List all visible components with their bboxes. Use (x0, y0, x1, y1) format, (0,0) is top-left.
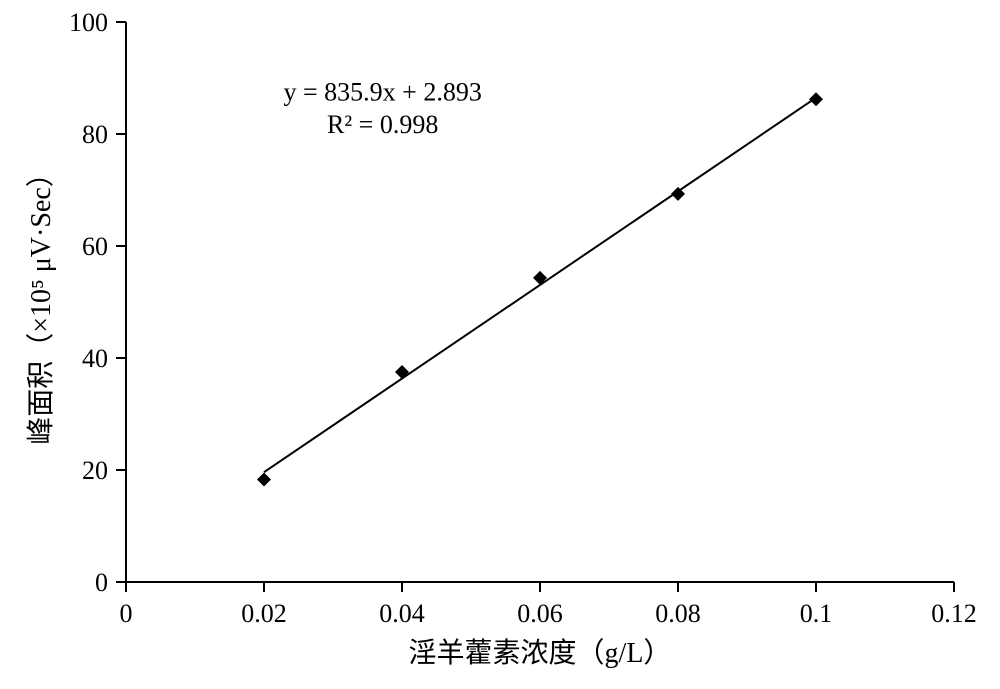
x-tick-label: 0.08 (655, 599, 701, 628)
x-tick-label: 0.1 (800, 599, 833, 628)
y-tick-label: 100 (69, 8, 108, 37)
x-tick-label: 0.06 (517, 599, 563, 628)
x-tick-label: 0.02 (241, 599, 287, 628)
x-tick-label: 0 (120, 599, 133, 628)
calibration-chart: 0 0.02 0.04 0.06 0.08 0.1 0.12 0 20 40 60 80 100 淫羊藿素… (0, 0, 1000, 689)
equation-annotation: y = 835.9x + 2.893 (284, 77, 482, 106)
y-tick-label: 80 (82, 120, 108, 149)
r2-annotation: R² = 0.998 (327, 110, 438, 139)
y-tick-label: 60 (82, 232, 108, 261)
y-tick-label: 0 (95, 568, 108, 597)
chart-background (0, 0, 1000, 689)
x-tick-label: 0.12 (931, 599, 977, 628)
y-tick-label: 40 (82, 344, 108, 373)
x-axis-title: 淫羊藿素浓度（g/L） (409, 637, 672, 669)
chart-svg: 0 0.02 0.04 0.06 0.08 0.1 0.12 0 20 40 60 80 100 淫羊藿素… (0, 0, 1000, 689)
y-axis-title: 峰面积（×10⁵ μV·Sec） (25, 159, 57, 445)
y-tick-label: 20 (82, 456, 108, 485)
x-tick-label: 0.04 (379, 599, 425, 628)
